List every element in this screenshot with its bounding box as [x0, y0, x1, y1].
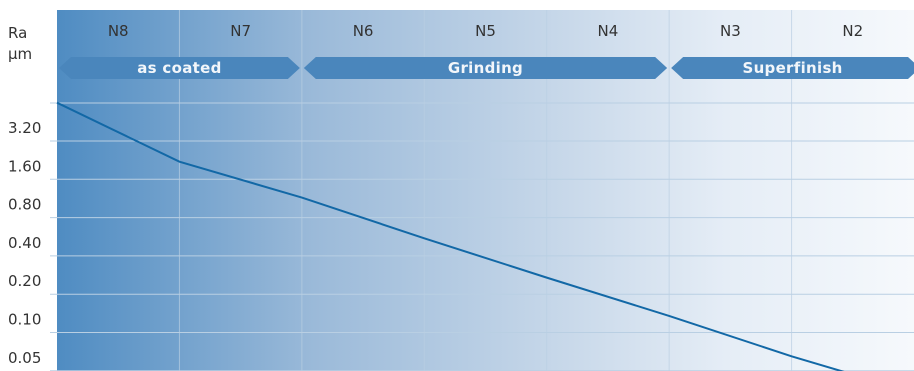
column-label-n5: N5 — [475, 22, 496, 40]
column-label-n2: N2 — [842, 22, 863, 40]
process-label-grinding: Grinding — [448, 59, 523, 77]
process-arrow-grinding — [303, 57, 668, 79]
process-label-superfinish: Superfinish — [742, 59, 842, 77]
column-label-n8: N8 — [108, 22, 129, 40]
process-arrow-as-coated — [59, 57, 300, 79]
y-tick-label: 3.20 — [8, 119, 41, 137]
process-label-as-coated: as coated — [137, 59, 221, 77]
process-arrow-superfinish — [671, 57, 914, 79]
column-label-n7: N7 — [230, 22, 251, 40]
column-label-n3: N3 — [720, 22, 741, 40]
column-labels: N8 N7 N6 N5 N4 N3 N2 — [108, 22, 863, 40]
roughness-line — [56, 101, 845, 371]
y-axis-label: Ra — [8, 24, 27, 42]
y-tick-labels: 3.20 1.60 0.80 0.40 0.20 0.10 0.05 — [8, 119, 41, 367]
y-tick-label: 1.60 — [8, 157, 41, 175]
y-tick-label: 0.80 — [8, 196, 41, 214]
y-axis-unit: µm — [8, 45, 32, 63]
roughness-series-line — [56, 101, 845, 371]
column-label-n6: N6 — [353, 22, 374, 40]
y-tick-label: 0.40 — [8, 234, 41, 252]
y-tick-label: 0.10 — [8, 311, 41, 329]
process-arrows: as coated Grinding Superfinish — [59, 57, 914, 79]
y-tick-label: 0.05 — [8, 349, 41, 367]
column-label-n4: N4 — [598, 22, 619, 40]
y-tick-label: 0.20 — [8, 272, 41, 290]
